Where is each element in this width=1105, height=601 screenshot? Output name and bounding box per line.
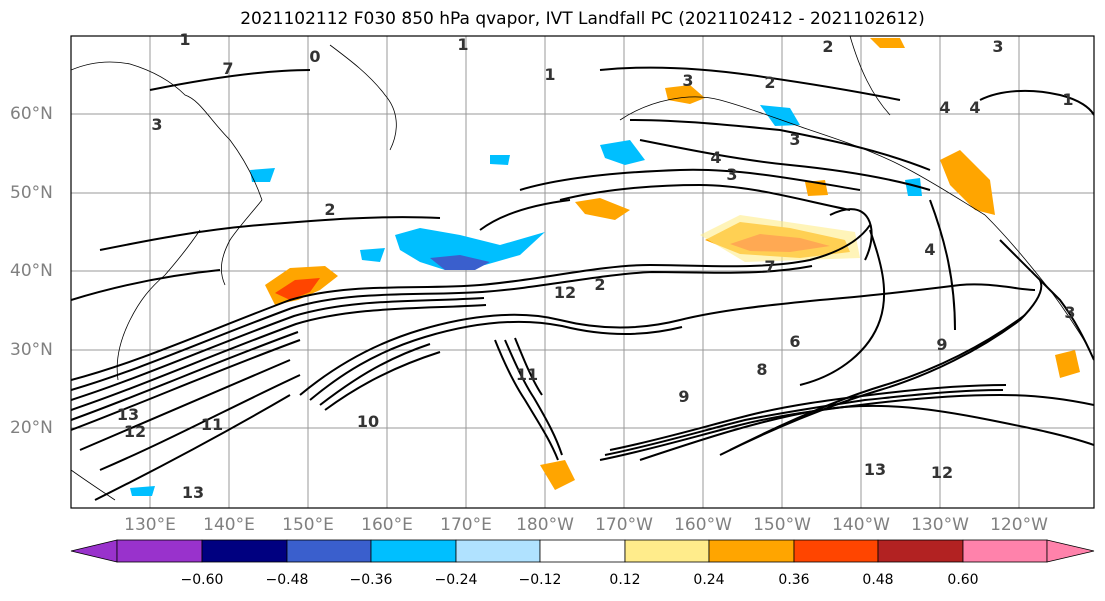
- shade-neg-mid-core: [430, 255, 490, 270]
- contour-label: 9: [678, 387, 689, 406]
- lon-label-180w: 180°W: [516, 515, 574, 535]
- contour-label: 3: [151, 115, 162, 134]
- map-frame: [70, 35, 1095, 509]
- contour-label: 1: [179, 30, 190, 49]
- lat-label-60n: 60°N: [10, 104, 53, 124]
- contour-label: 6: [789, 332, 800, 351]
- colorbar-box: [962, 539, 1048, 563]
- contour-label: 0: [309, 47, 320, 66]
- colorbar-box: [455, 539, 541, 563]
- contour-label: 1: [1062, 90, 1073, 109]
- lon-label-120w: 120°W: [990, 515, 1048, 535]
- colorbar-tick: −0.36: [349, 572, 393, 588]
- colorbar-box: [116, 539, 203, 563]
- contour-label: 10: [357, 412, 379, 431]
- lon-label-130w: 130°W: [911, 515, 969, 535]
- gridlines: [71, 36, 1094, 508]
- shade-pos-hi: [1055, 350, 1080, 378]
- colorbar-extend-right: [1046, 539, 1095, 563]
- contour-label: 4: [939, 98, 950, 117]
- contour-label: 13: [182, 483, 204, 502]
- contour-label: 11: [201, 415, 223, 434]
- contour-label: 2: [764, 73, 775, 92]
- colorbar-box: [286, 539, 372, 563]
- lat-label-20n: 20°N: [10, 418, 53, 438]
- lon-label-150e: 150°E: [282, 515, 334, 535]
- colorbar-box: [708, 539, 795, 563]
- shade-neg-c: [905, 178, 922, 196]
- shade-neg-w: [490, 155, 510, 165]
- shade-neg-ak: [600, 140, 645, 165]
- ivt-contours: [71, 66, 1094, 501]
- contour-label: 4: [924, 240, 935, 259]
- contour-label: 3: [789, 130, 800, 149]
- contour-label: 13: [864, 460, 886, 479]
- lon-label-170w: 170°W: [595, 515, 653, 535]
- shade-pos-ne: [870, 38, 905, 48]
- contour-label: 7: [222, 59, 233, 78]
- contour-label: 3: [1064, 303, 1075, 322]
- colorbar-box: [624, 539, 710, 563]
- lon-label-130e: 130°E: [124, 515, 176, 535]
- contour-label: 4: [969, 98, 980, 117]
- colorbar-tick: 0.48: [862, 572, 894, 588]
- lon-label-170e: 170°E: [440, 515, 492, 535]
- contour-label: 4: [710, 148, 721, 167]
- shade-pos-mid: [575, 198, 630, 220]
- contour-labels: 1 0 1 2 3 1 3 2 4 4 1 3 4 3 3 2 2 12 7 1…: [117, 30, 1076, 502]
- colorbar-tick: −0.24: [434, 572, 478, 588]
- lon-label-160w: 160°W: [674, 515, 732, 535]
- shade-pos-nak: [665, 85, 705, 104]
- contour-label: 2: [324, 200, 335, 219]
- contour-label: 12: [554, 283, 576, 302]
- shade-pos-ak-yel: [700, 215, 860, 262]
- contour-label: 1: [457, 35, 468, 54]
- shade-pos-pnw: [940, 150, 995, 215]
- contour-label: 2: [822, 37, 833, 56]
- colorbar-tick: 0.12: [609, 572, 641, 588]
- lat-label-50n: 50°N: [10, 183, 53, 203]
- shade-neg-b: [360, 248, 385, 262]
- colorbar-tick: −0.12: [518, 572, 562, 588]
- contour-label: 7: [764, 257, 775, 276]
- shade-pos-jp-core: [275, 278, 320, 300]
- colorbar-box: [877, 539, 964, 563]
- contour-label: 1: [544, 65, 555, 84]
- shade-neg-nw: [250, 168, 275, 182]
- colorbar-box: [539, 539, 626, 563]
- lon-label-140e: 140°E: [203, 515, 255, 535]
- colorbar: [70, 539, 1095, 563]
- colorbar-extend-left: [70, 539, 118, 563]
- shade-neg-sw: [130, 486, 155, 496]
- colorbar-box: [201, 539, 288, 563]
- shade-pos-sw: [540, 460, 575, 490]
- lat-label-30n: 30°N: [10, 340, 53, 360]
- contour-label: 3: [992, 37, 1003, 56]
- colorbar-box: [370, 539, 457, 563]
- colorbar-box: [793, 539, 879, 563]
- colorbar-tick: 0.36: [778, 572, 810, 588]
- contour-label: 8: [756, 360, 767, 379]
- lon-label-160e: 160°E: [361, 515, 413, 535]
- lon-label-140w: 140°W: [832, 515, 890, 535]
- lat-label-40n: 40°N: [10, 261, 53, 281]
- contour-label: 13: [117, 405, 139, 424]
- map-title: 2021102112 F030 850 hPa qvapor, IVT Land…: [240, 9, 925, 29]
- colorbar-tick: −0.48: [265, 572, 309, 588]
- lon-label-150w: 150°W: [753, 515, 811, 535]
- colorbar-tick: 0.60: [947, 572, 979, 588]
- shade-neg-nak: [760, 105, 800, 126]
- colorbar-tick: −0.60: [180, 572, 224, 588]
- contour-label: 12: [124, 422, 146, 441]
- contour-label: 2: [594, 275, 605, 294]
- contour-label: 11: [516, 365, 538, 384]
- qvapor-shading: [130, 38, 1080, 496]
- contour-label: 3: [726, 165, 737, 184]
- contour-label: 12: [931, 463, 953, 482]
- colorbar-tick: 0.24: [693, 572, 725, 588]
- contour-label: 3: [682, 71, 693, 90]
- contour-label: 9: [936, 335, 947, 354]
